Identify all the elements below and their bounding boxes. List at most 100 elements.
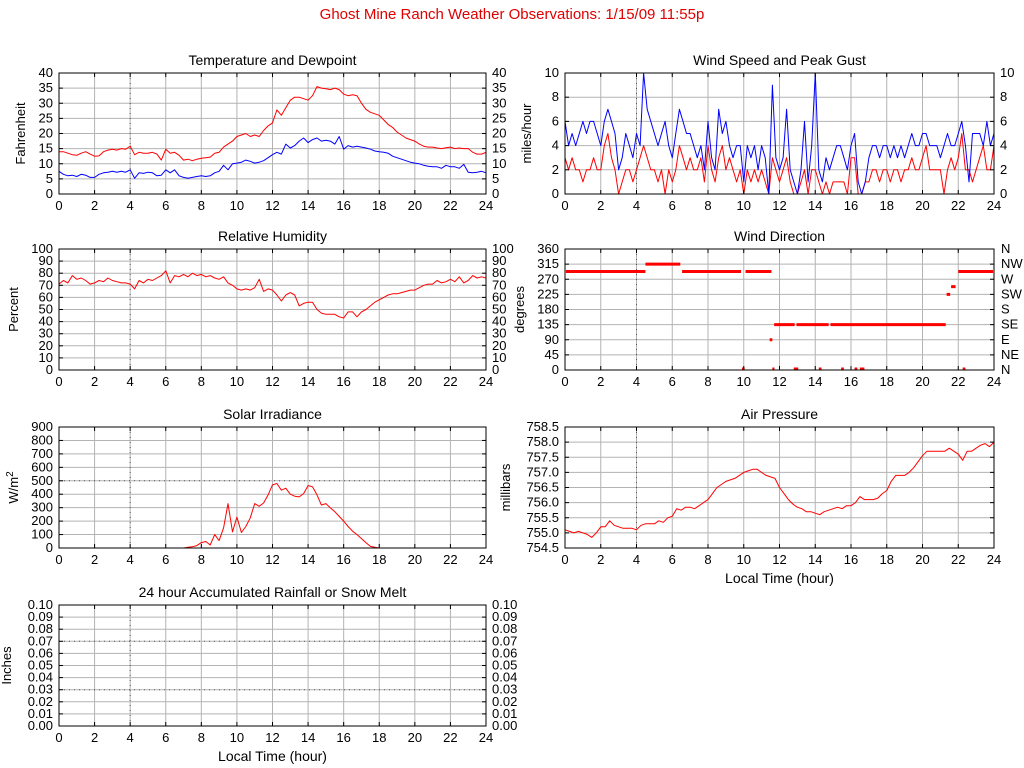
x-tick-label: 8 [198, 552, 205, 567]
x-tick-label: 14 [301, 552, 315, 567]
y-tick-label-right: 0.09 [492, 609, 517, 624]
x-tick-label: 12 [265, 198, 279, 213]
y-tick-label: 2 [552, 162, 559, 177]
y-axis-label: Fahrenheit [13, 102, 28, 165]
x-tick-label: 10 [737, 374, 751, 389]
y-tick-label-right: 25 [492, 110, 506, 125]
y-tick-label-right: 30 [492, 326, 506, 341]
x-tick-label: 16 [844, 374, 858, 389]
y-tick-label: 180 [537, 302, 559, 317]
x-tick-label: 0 [561, 552, 568, 567]
y-tick-label: 30 [39, 95, 53, 110]
y-tick-label: 0.06 [28, 645, 53, 660]
x-tick-label: 22 [443, 552, 457, 567]
y-tick-label-right: 60 [492, 289, 506, 304]
y-tick-label: 135 [537, 317, 559, 332]
y-tick-label-right: 0.00 [492, 718, 517, 733]
y-tick-label-right: 10 [492, 350, 506, 365]
series-line-peak-gust [564, 72, 995, 195]
x-tick-label: 6 [162, 730, 169, 745]
y-tick-label: 10 [39, 156, 53, 171]
x-tick-label: 8 [704, 198, 711, 213]
y-tick-label-right: 5 [492, 171, 499, 186]
y-tick-label: 100 [31, 241, 53, 256]
y-tick-label: 60 [39, 289, 53, 304]
x-tick-label: 14 [808, 374, 822, 389]
y-tick-label-right: 80 [492, 265, 506, 280]
x-tick-label: 14 [301, 198, 315, 213]
y-axis-label: millibars [498, 463, 513, 511]
y-tick-label: 80 [39, 265, 53, 280]
x-tick-label: 6 [162, 198, 169, 213]
y-tick-label: 755.0 [526, 525, 559, 540]
x-tick-label: 24 [479, 198, 493, 213]
chart-title: Wind Speed and Peak Gust [693, 52, 866, 68]
x-tick-label: 14 [808, 552, 822, 567]
y-tick-label: 756.5 [526, 480, 559, 495]
x-tick-label: 24 [987, 374, 1001, 389]
x-tick-label: 24 [987, 552, 1001, 567]
x-tick-label: 20 [915, 198, 929, 213]
x-tick-label: 2 [91, 552, 98, 567]
y-tick-label-right: 6 [1000, 113, 1007, 128]
x-tick-label: 16 [336, 374, 350, 389]
y-axis-label: miles/hour [519, 103, 534, 164]
y-tick-label: 90 [39, 253, 53, 268]
y-tick-label-right: 0.06 [492, 645, 517, 660]
y-tick-label: 0 [552, 362, 559, 377]
y-tick-label: 10 [39, 350, 53, 365]
y-tick-label-right: 100 [492, 241, 514, 256]
y-tick-label: 20 [39, 126, 53, 141]
y-tick-label-right: 0.04 [492, 670, 517, 685]
x-tick-label: 4 [633, 198, 640, 213]
x-tick-label: 10 [737, 198, 751, 213]
y-tick-label: 757.5 [526, 449, 559, 464]
x-axis-label: Local Time (hour) [725, 570, 834, 586]
x-tick-label: 2 [597, 552, 604, 567]
y-tick-label: 755.5 [526, 510, 559, 525]
x-tick-label: 0 [55, 730, 62, 745]
y-tick-label: 90 [545, 332, 559, 347]
series-line-dewpoint [58, 136, 487, 179]
x-tick-label: 22 [443, 374, 457, 389]
x-tick-label: 18 [880, 552, 894, 567]
x-tick-label: 4 [127, 374, 134, 389]
x-tick-label: 22 [951, 198, 965, 213]
y-tick-label: 0.02 [28, 694, 53, 709]
y-tick-label: 10 [545, 65, 559, 80]
y-tick-label: 4 [552, 138, 559, 153]
y-tick-label: 0.00 [28, 718, 53, 733]
x-axis-label: Local Time (hour) [218, 748, 327, 764]
y-tick-label: 25 [39, 110, 53, 125]
y-tick-label: 360 [537, 241, 559, 256]
y-tick-label-right: 35 [492, 80, 506, 95]
compass-label: W [1001, 271, 1014, 286]
x-tick-label: 8 [198, 198, 205, 213]
x-tick-label: 2 [597, 374, 604, 389]
y-tick-label-right: 10 [1000, 65, 1014, 80]
chart-rainfall: 0 2 4 6 8 10 12 14 16 18 20 22 240.00 0.000.01 0.010.0… [0, 584, 517, 764]
x-tick-label: 20 [408, 730, 422, 745]
x-tick-label: 18 [880, 374, 894, 389]
y-tick-label: 300 [31, 500, 53, 515]
x-tick-label: 20 [915, 374, 929, 389]
compass-label: SE [1001, 317, 1019, 332]
y-tick-label-right: 70 [492, 277, 506, 292]
y-axis-label: Percent [6, 287, 21, 332]
chart-solar-irradiance: 0 2 4 6 8 10 12 14 16 18 20 22 240100200300400500600… [5, 406, 493, 567]
y-tick-label: 200 [31, 513, 53, 528]
x-tick-label: 16 [844, 198, 858, 213]
x-tick-label: 22 [443, 730, 457, 745]
y-tick-label: 100 [31, 527, 53, 542]
x-tick-label: 12 [772, 374, 786, 389]
y-axis-label: W/m2 [5, 471, 21, 504]
x-tick-label: 12 [265, 552, 279, 567]
x-tick-label: 0 [561, 374, 568, 389]
series-line-wind-speed [564, 133, 995, 195]
y-tick-label: 315 [537, 256, 559, 271]
y-tick-label-right: 0.02 [492, 694, 517, 709]
y-tick-label-right: 2 [1000, 162, 1007, 177]
x-tick-label: 4 [633, 374, 640, 389]
